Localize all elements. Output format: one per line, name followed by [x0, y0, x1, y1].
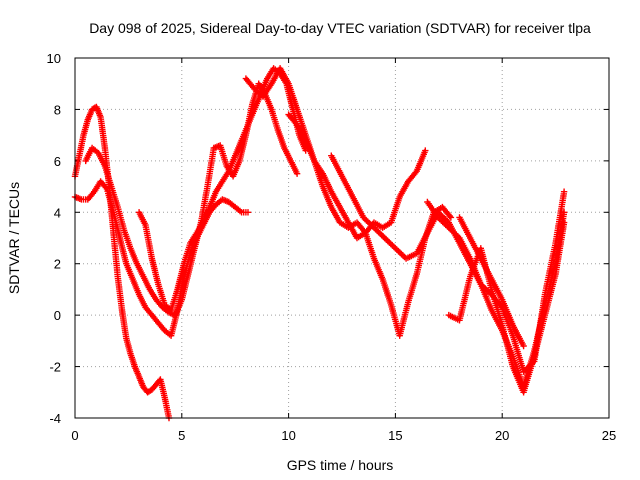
plus-markers	[424, 198, 568, 391]
plus-markers	[456, 214, 527, 350]
y-tick-label: 10	[47, 51, 61, 66]
x-tick-label: 10	[281, 428, 295, 443]
y-tick-label: -4	[49, 411, 61, 426]
plus-markers	[71, 103, 173, 422]
data-markers	[71, 65, 568, 422]
series-satellite-track-1	[71, 103, 173, 422]
y-tick-label: 0	[54, 308, 61, 323]
y-tick-label: -2	[49, 360, 61, 375]
plus-markers	[445, 219, 568, 396]
x-tick-label: 5	[178, 428, 185, 443]
series-satellite-track-4	[135, 65, 309, 314]
x-tick-label: 20	[495, 428, 509, 443]
series-satellite-track-2	[71, 178, 252, 339]
plus-markers	[71, 178, 252, 339]
x-tick-label: 15	[388, 428, 402, 443]
x-tick-label: 25	[602, 428, 616, 443]
chart-title: Day 098 of 2025, Sidereal Day-to-day VTE…	[89, 20, 591, 36]
y-axis-label: SDTVAR / TECUs	[6, 182, 22, 294]
axis-ticks: 0 5 10 15 20 25 -4 -2 0 2 4 6 8 10	[47, 51, 617, 443]
plus-markers	[82, 80, 301, 319]
y-tick-label: 8	[54, 102, 61, 117]
series-satellite-track-10	[456, 214, 527, 350]
series-satellite-track-8	[424, 198, 568, 391]
plus-markers	[135, 65, 309, 314]
series-satellite-track-3	[82, 80, 301, 319]
x-tick-label: 0	[71, 428, 78, 443]
series-satellite-track-9	[445, 219, 568, 396]
y-tick-label: 2	[54, 257, 61, 272]
plot-frame	[74, 57, 610, 419]
x-axis-label: GPS time / hours	[287, 457, 394, 473]
y-tick-label: 4	[54, 205, 61, 220]
y-tick-label: 6	[54, 154, 61, 169]
